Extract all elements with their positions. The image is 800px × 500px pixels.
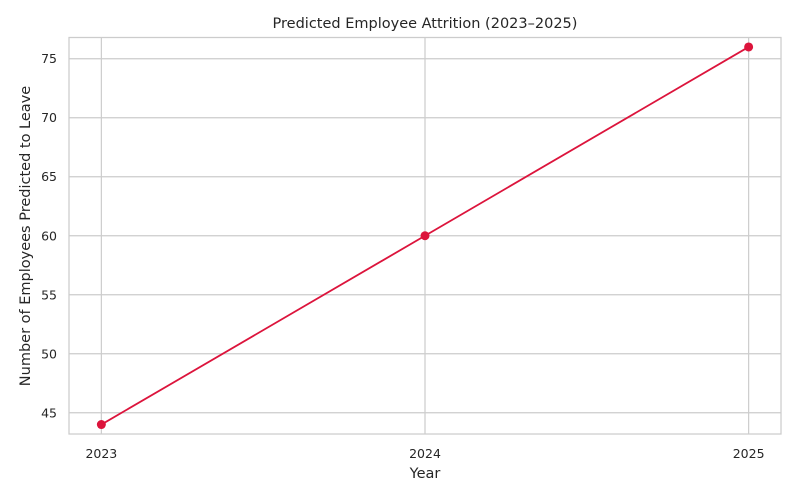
y-axis-label: Number of Employees Predicted to Leave [18,86,34,386]
x-axis-label: Year [409,466,441,482]
y-tick-label: 45 [41,405,57,420]
x-tick-label: 2023 [85,446,117,461]
data-point [420,231,430,241]
tick-labels: 2023 2024 2025 45 50 55 60 65 70 75 [41,51,764,461]
data-point [744,42,754,52]
y-tick-label: 75 [41,51,57,66]
series-layer [96,42,754,430]
axes-frame [68,36,782,435]
y-tick-label: 55 [41,287,57,302]
x-tick-label: 2024 [409,446,441,461]
y-tick-label: 65 [41,169,57,184]
y-tick-label: 70 [41,110,57,125]
chart-title: Predicted Employee Attrition (2023–2025) [273,16,578,32]
x-tick-label: 2025 [733,446,765,461]
data-point [96,420,106,430]
y-tick-label: 50 [41,346,57,361]
y-tick-label: 60 [41,228,57,243]
